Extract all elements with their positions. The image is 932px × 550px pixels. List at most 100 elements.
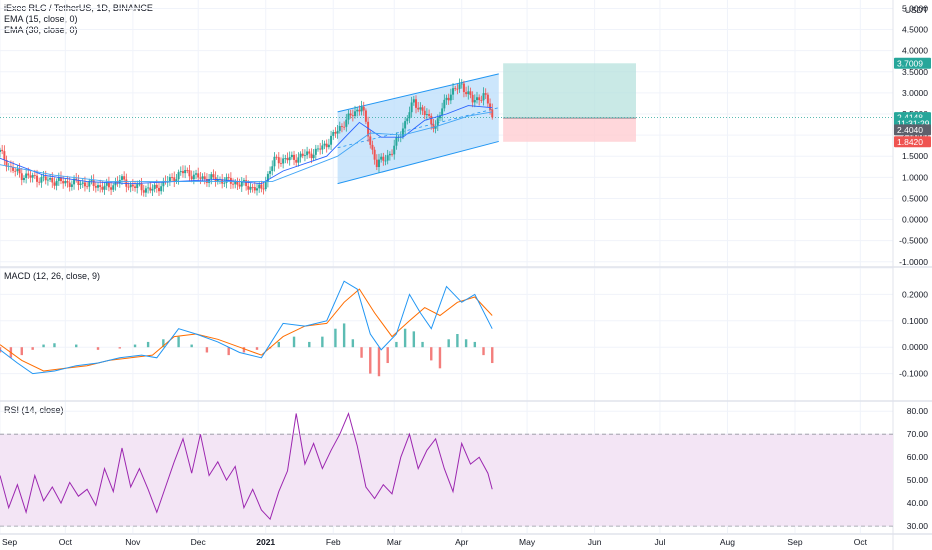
candle <box>232 178 235 189</box>
candle-body <box>434 126 437 129</box>
candle-body <box>349 113 352 116</box>
candle-body <box>277 157 280 164</box>
candle-body <box>131 184 134 187</box>
candle-body <box>42 176 45 178</box>
time-axis-tick: Jul <box>655 537 666 547</box>
candle-body <box>395 137 398 146</box>
macd-axis-tick: 0.0000 <box>902 342 928 352</box>
macd-histogram-bar <box>351 339 355 348</box>
candle-body <box>486 94 489 104</box>
candle-body <box>338 126 341 131</box>
candle <box>256 182 259 196</box>
candle <box>99 179 102 193</box>
candle-body <box>138 183 141 185</box>
candle-body <box>123 176 126 180</box>
macd-histogram-bar <box>255 347 259 350</box>
candle-body <box>469 91 472 95</box>
candle <box>391 149 394 157</box>
candle <box>293 150 296 166</box>
candle <box>3 145 6 165</box>
candle-body <box>83 182 86 187</box>
candle <box>103 182 106 195</box>
candle-body <box>36 175 39 182</box>
macd-histogram-bar <box>395 341 398 348</box>
candle <box>240 177 243 192</box>
candle <box>384 154 387 166</box>
candle-body <box>197 173 200 178</box>
candle <box>186 167 189 174</box>
candle-body <box>186 170 189 171</box>
candle <box>225 173 228 189</box>
candle-body <box>351 115 354 117</box>
parallel-channel <box>337 73 499 184</box>
candle <box>436 114 439 132</box>
candle <box>25 169 28 184</box>
candle <box>168 173 171 186</box>
candle <box>284 154 287 164</box>
time-axis-tick: Sep <box>787 537 802 547</box>
candle-body <box>423 110 426 116</box>
candle-body <box>97 185 100 188</box>
candle-body <box>192 174 195 180</box>
time-axis-tick: Dec <box>191 537 207 547</box>
macd-histogram-bar <box>342 323 346 348</box>
candle <box>201 173 204 181</box>
candle <box>64 178 67 187</box>
candle <box>491 103 494 120</box>
macd-histogram-bar <box>227 347 230 356</box>
candle-body <box>266 173 269 183</box>
candle-body <box>66 181 69 183</box>
time-axis-tick: Jun <box>588 537 602 547</box>
candle <box>123 171 126 183</box>
price-tag: 1.8420 <box>894 136 931 148</box>
candle-body <box>480 100 483 101</box>
macd-histogram-bar <box>403 328 407 348</box>
candle-body <box>460 83 463 85</box>
candle <box>312 149 315 162</box>
candle <box>107 176 110 192</box>
candle <box>160 182 163 195</box>
candle-body <box>114 182 117 186</box>
candle <box>377 153 380 173</box>
time-axis-tick: 2021 <box>256 537 275 547</box>
candle <box>46 176 49 186</box>
candle <box>153 182 156 193</box>
candle <box>382 152 385 166</box>
candle-body <box>212 174 215 178</box>
candle-body <box>436 118 439 127</box>
candle-body <box>46 179 49 181</box>
candle-body <box>234 181 237 185</box>
candle-body <box>18 168 21 174</box>
candle <box>469 87 472 99</box>
price-axis-tick: -1.0000 <box>899 257 928 267</box>
candle <box>142 184 145 197</box>
candle-body <box>92 180 95 187</box>
candle-body <box>240 181 243 187</box>
candle-body <box>475 97 478 101</box>
candle <box>179 166 182 176</box>
target-zone <box>503 63 636 119</box>
candle <box>303 149 306 162</box>
candle-body <box>94 186 97 188</box>
candle-body <box>27 173 30 176</box>
candle-body <box>144 188 147 193</box>
candle <box>251 183 254 193</box>
candle <box>129 181 132 193</box>
candle-body <box>314 148 317 155</box>
candle-body <box>375 159 378 168</box>
candle-body <box>90 180 93 181</box>
candle-body <box>269 171 272 174</box>
candle <box>432 118 435 133</box>
candle-body <box>491 109 494 118</box>
candle-body <box>86 186 89 188</box>
candle <box>262 182 265 195</box>
macd-histogram-bar <box>20 347 23 356</box>
candle-body <box>3 151 6 160</box>
candle <box>101 181 104 193</box>
candle <box>425 108 428 121</box>
candle <box>236 177 239 190</box>
candle-body <box>262 188 265 190</box>
candle-body <box>199 177 202 179</box>
candle <box>81 178 84 189</box>
